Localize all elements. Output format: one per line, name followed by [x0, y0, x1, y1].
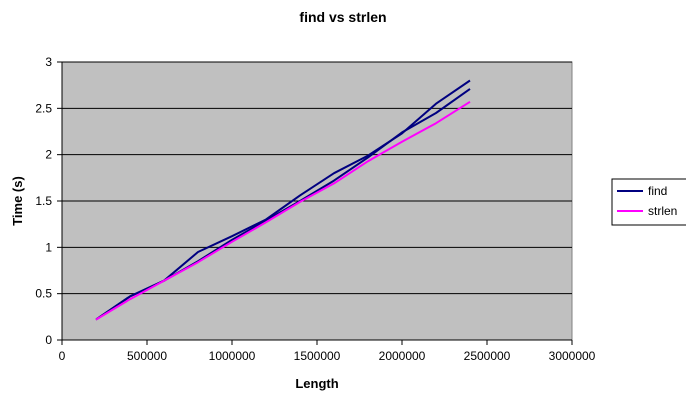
- y-tick-label: 0.5: [35, 287, 52, 301]
- y-tick-label: 1: [45, 240, 52, 254]
- x-tick-label: 1500000: [294, 349, 341, 363]
- gridlines: [62, 61, 572, 295]
- x-tick-label: 2500000: [464, 349, 511, 363]
- series-lines: [95, 79, 471, 321]
- chart-title: find vs strlen: [299, 9, 386, 25]
- x-axis-label: Length: [295, 376, 338, 391]
- y-tick-label: 2.5: [35, 101, 52, 115]
- legend-label-find: find: [648, 184, 667, 198]
- legend: find strlen: [611, 178, 686, 226]
- series-line-strlen: [95, 100, 471, 321]
- y-tick-label: 0: [45, 333, 52, 347]
- x-tick-label: 500000: [127, 349, 167, 363]
- y-tick-label: 1.5: [35, 194, 52, 208]
- x-tick-label: 2000000: [379, 349, 426, 363]
- x-tick-label: 1000000: [209, 349, 256, 363]
- x-tick-label: 0: [59, 349, 66, 363]
- x-tick-label: 3000000: [549, 349, 596, 363]
- legend-label-strlen: strlen: [648, 204, 677, 218]
- y-tick-label: 2: [45, 148, 52, 162]
- axes: 0 0.5 1 1.5 2 2.5 3 0 500000 1000000 1500000 200000…: [35, 55, 595, 363]
- y-tick-label: 3: [45, 55, 52, 69]
- y-axis-label: Time (s): [10, 176, 25, 226]
- legend-box: [611, 178, 686, 226]
